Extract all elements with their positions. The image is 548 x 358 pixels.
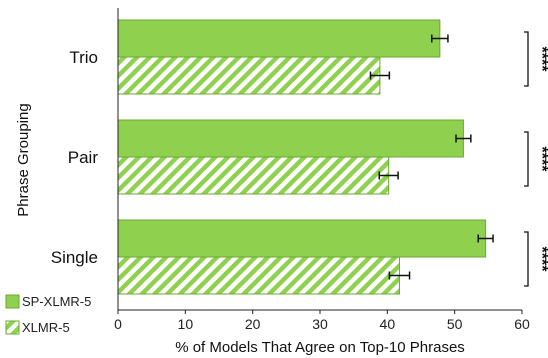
significance-bracket (524, 31, 529, 87)
x-axis-title: % of Models That Agree on Top-10 Phrases (175, 339, 465, 356)
category-label-trio: Trio (69, 48, 98, 67)
x-tick-label: 0 (114, 316, 122, 332)
bar-trio-sp-xlmr-5 (117, 19, 441, 58)
bar-pair-xlmr-5 (117, 156, 390, 195)
category-label-single: Single (51, 248, 98, 267)
x-tick-label: 50 (447, 316, 463, 332)
legend-swatch-sp-xlmr-5 (5, 294, 20, 309)
x-tick-label: 60 (514, 316, 530, 332)
significance-stars: **** (533, 47, 548, 73)
bar-pair-sp-xlmr-5 (117, 119, 464, 158)
plot-area: Trio Pair Single 0 10 20 30 40 50 60 (51, 8, 530, 332)
legend-label-sp-xlmr-5: SP-XLMR-5 (22, 294, 91, 309)
x-tick-label: 30 (312, 316, 328, 332)
x-tick-label: 10 (178, 316, 194, 332)
significance-bracket (524, 231, 529, 287)
x-tick-label: 20 (245, 316, 261, 332)
legend: SP-XLMR-5 XLMR-5 (5, 294, 91, 335)
significance-bracket (524, 131, 529, 187)
significance-stars: **** (533, 147, 548, 173)
bar-single-sp-xlmr-5 (117, 219, 487, 258)
bar-single-xlmr-5 (117, 256, 400, 295)
bar-trio-xlmr-5 (117, 56, 381, 95)
significance-stars: **** (533, 247, 548, 273)
x-tick-label: 40 (380, 316, 396, 332)
significance-annotations: **** **** **** (524, 31, 548, 287)
legend-label-xlmr-5: XLMR-5 (22, 320, 70, 335)
y-axis-title: Phrase Grouping (15, 103, 32, 216)
category-label-pair: Pair (68, 148, 99, 167)
legend-swatch-xlmr-5 (5, 320, 20, 335)
